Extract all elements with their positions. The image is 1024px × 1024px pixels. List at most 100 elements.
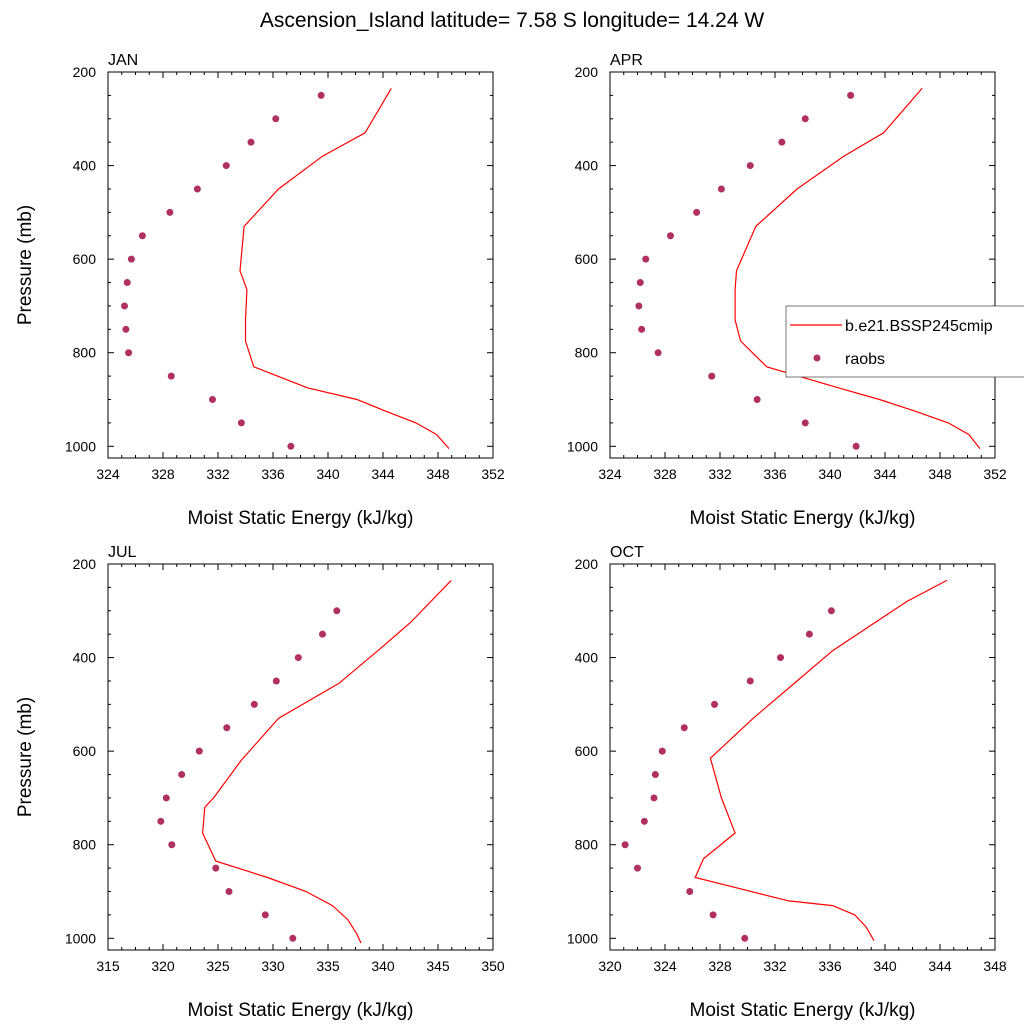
obs-point-jan [122,325,130,333]
obs-point-jan [272,115,280,123]
y-tick-label-apr: 600 [575,251,599,267]
obs-point-jan [237,419,245,427]
obs-point-jan [193,185,201,193]
y-tick-label-jan: 400 [73,158,97,174]
obs-point-oct [651,771,659,779]
x-tick-label-jul: 315 [96,958,120,974]
x-tick-label-apr: 352 [983,466,1007,482]
obs-point-jul [157,817,165,825]
obs-point-oct [686,888,694,896]
chart-title: Ascension_Island latitude= 7.58 S longit… [260,9,765,32]
y-tick-label-apr: 1000 [567,438,598,454]
x-tick-label-apr: 332 [708,466,732,482]
panel-jul: JUL 315 320 325 330 335 340 345 350 200 400 600 800 1… [15,544,505,1021]
obs-point-oct [805,630,813,638]
obs-point-jul [319,630,326,638]
y-axis-title-jul: Pressure (mb) [15,697,36,817]
obs-point-jul [294,654,302,662]
legend-box [785,305,1024,378]
y-tick-label-jan: 600 [73,251,97,267]
y-tick-label-jul: 400 [73,650,97,666]
obs-point-jul [212,864,220,872]
model-line-apr [734,88,981,449]
panel-title-jul: JUL [108,544,137,561]
obs-point-jan [317,91,325,99]
model-line-jan [239,88,450,449]
obs-point-jan [123,279,131,287]
panel-title-jan: JAN [108,52,138,69]
x-tick-label-apr: 340 [818,466,842,482]
x-tick-label-jan: 344 [371,466,395,482]
x-tick-label-apr: 328 [653,466,677,482]
y-tick-label-apr: 200 [575,64,599,80]
obs-point-jan [166,208,174,216]
obs-point-oct [741,934,749,942]
y-tick-label-jul: 1000 [65,930,96,946]
model-line-oct [694,579,948,941]
obs-point-apr [852,442,860,450]
y-tick-label-apr: 400 [575,158,599,174]
y-tick-label-jan: 1000 [65,438,96,454]
x-tick-label-oct: 320 [598,958,622,974]
obs-point-oct [640,817,648,825]
x-axis-title-oct: Moist Static Energy (kJ/kg) [690,1000,916,1021]
obs-point-apr [717,185,725,193]
legend: b.e21.BSSP245cmip raobs [785,305,1024,378]
y-axis-title-jan: Pressure (mb) [15,205,36,325]
obs-point-oct [711,700,718,708]
obs-point-jan [121,302,128,310]
obs-point-apr [746,162,754,170]
y-tick-label-jul: 200 [73,556,97,572]
x-tick-label-jul: 340 [371,958,395,974]
y-tick-label-oct: 800 [575,837,599,853]
obs-point-jan [125,349,133,357]
y-tick-label-oct: 600 [575,743,599,759]
obs-point-jan [127,255,135,263]
obs-point-oct [650,794,658,802]
x-tick-label-jan: 336 [261,466,285,482]
obs-point-apr [635,302,643,310]
x-tick-label-oct: 336 [818,958,842,974]
obs-point-oct [827,607,835,615]
obs-point-jan [138,232,146,240]
obs-point-jan [287,442,295,450]
x-tick-label-jan: 340 [316,466,340,482]
obs-point-oct [680,724,688,732]
obs-point-jul [168,841,176,849]
model-line-jul [201,579,452,944]
obs-point-jan [247,138,255,146]
obs-point-apr [693,208,701,216]
obs-point-oct [634,864,641,872]
obs-point-jul [195,747,203,755]
x-axis-title-apr: Moist Static Energy (kJ/kg) [690,508,916,529]
obs-point-jul [261,911,269,919]
plot-frame-oct [609,563,996,951]
legend-model-label: b.e21.BSSP245cmip [845,318,993,335]
obs-point-jul [333,607,341,615]
x-axis-title-jul: Moist Static Energy (kJ/kg) [188,1000,414,1021]
legend-obs-label: raobs [845,351,885,368]
obs-point-oct [709,911,717,919]
obs-point-apr [642,255,650,263]
x-tick-label-apr: 344 [873,466,897,482]
x-tick-label-apr: 336 [763,466,787,482]
x-tick-label-jul: 330 [261,958,285,974]
obs-point-apr [636,279,644,287]
x-tick-label-jul: 320 [151,958,175,974]
x-tick-label-jan: 324 [96,466,120,482]
obs-point-apr [778,138,786,146]
obs-point-apr [654,349,662,357]
obs-point-jan [167,372,175,380]
obs-point-jul [272,677,280,685]
obs-point-oct [777,654,784,662]
x-tick-label-jan: 352 [481,466,505,482]
y-tick-label-oct: 200 [575,556,599,572]
obs-point-jan [222,162,230,170]
x-tick-label-oct: 348 [983,958,1007,974]
panel-apr: APR 324 328 332 336 340 344 348 352 200 400 600 800 1… [567,52,1007,529]
x-tick-label-jul: 345 [426,958,450,974]
panel-oct: OCT 320 324 328 332 336 340 344 348 200 400 600 800 1… [567,544,1007,1021]
x-tick-label-jul: 325 [206,958,230,974]
plot-frame-apr [609,71,996,459]
